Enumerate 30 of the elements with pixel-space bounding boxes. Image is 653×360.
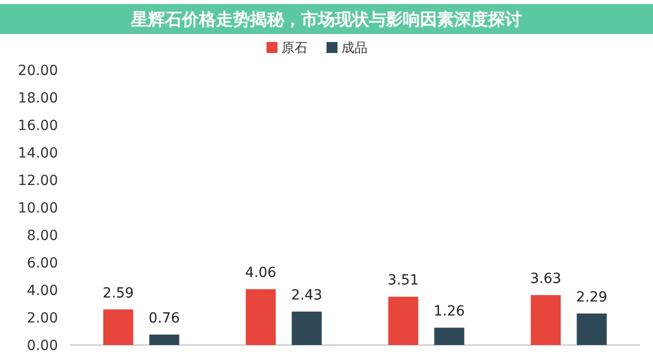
y-tick-label: 16.00 xyxy=(18,118,58,134)
data-label: 2.29 xyxy=(576,290,608,306)
legend-label: 成品 xyxy=(342,41,368,56)
bar xyxy=(530,295,561,345)
y-tick-label: 8.00 xyxy=(26,228,58,244)
data-label: 3.63 xyxy=(530,271,562,288)
data-label: 4.06 xyxy=(245,265,276,282)
bar xyxy=(576,314,607,345)
data-label: 0.76 xyxy=(148,310,180,327)
y-tick-label: 6.00 xyxy=(26,256,58,272)
chart-title: 星辉石价格走势揭秘，市场现状与影响因素深度探讨 xyxy=(130,10,522,30)
bar xyxy=(292,312,322,345)
y-tick-label: 18.00 xyxy=(18,90,58,106)
data-label: 2.59 xyxy=(102,285,134,302)
y-tick-label: 12.00 xyxy=(18,173,58,189)
bar xyxy=(246,289,276,345)
y-tick-label: 10.00 xyxy=(18,200,58,216)
y-tick-label: 14.00 xyxy=(18,146,58,162)
bar xyxy=(149,334,180,345)
legend-label: 原石 xyxy=(282,41,308,56)
y-tick-label: 0.00 xyxy=(26,338,58,354)
y-tick-label: 20.00 xyxy=(18,63,58,79)
y-tick-label: 2.00 xyxy=(26,310,58,326)
data-label: 3.51 xyxy=(388,272,419,289)
bar xyxy=(388,296,418,345)
bar xyxy=(103,309,134,345)
data-label: 2.43 xyxy=(291,288,322,304)
bar xyxy=(434,328,464,345)
y-tick-label: 4.00 xyxy=(26,283,58,299)
data-label: 1.26 xyxy=(434,304,465,320)
